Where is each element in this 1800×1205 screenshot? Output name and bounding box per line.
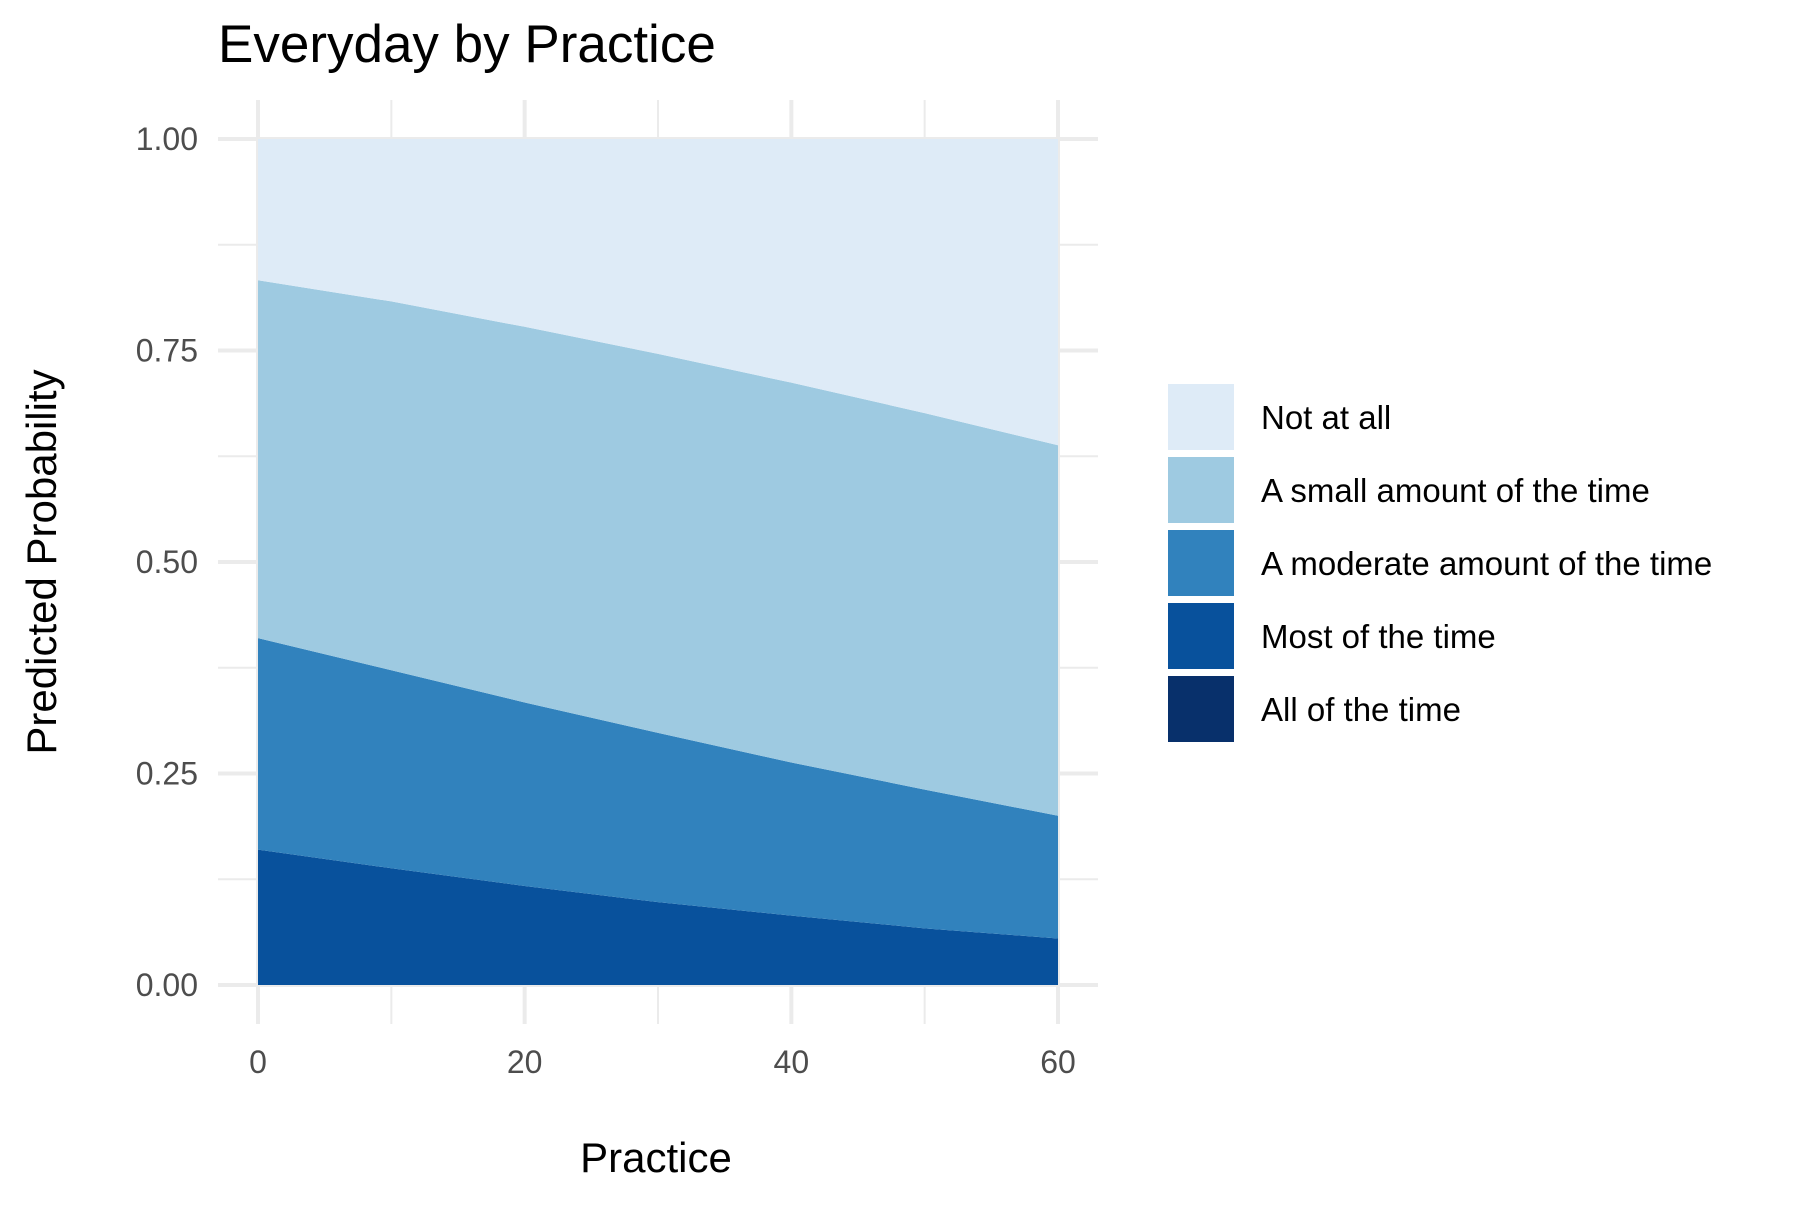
legend-label: A small amount of the time — [1261, 472, 1650, 509]
legend-key — [1168, 384, 1234, 450]
area-a-small-amount-of-the-time — [258, 280, 1058, 816]
legend-label: Most of the time — [1261, 618, 1496, 655]
y-axis-ticks: 0.00 0.25 0.50 0.75 1.00 — [136, 121, 198, 1003]
y-tick-label: 0.50 — [136, 544, 198, 580]
x-tick-label: 60 — [1040, 1044, 1076, 1080]
area-not-at-all — [258, 139, 1058, 446]
y-axis-title: Predicted Probability — [18, 369, 65, 754]
y-tick-label: 0.25 — [136, 756, 198, 792]
legend: Not at all A small amount of the time A mo… — [1168, 384, 1712, 742]
chart-title: Everyday by Practice — [218, 15, 716, 74]
y-tick-label: 0.75 — [136, 333, 198, 369]
legend-key — [1168, 603, 1234, 669]
legend-label: Not at all — [1261, 399, 1391, 436]
area-most-of-the-time — [258, 849, 1058, 985]
x-tick-label: 20 — [507, 1044, 543, 1080]
legend-label: All of the time — [1261, 691, 1461, 728]
legend-key — [1168, 457, 1234, 523]
x-axis-ticks: 0 20 40 60 — [249, 1044, 1076, 1080]
plot-areas — [258, 139, 1058, 985]
y-tick-label: 0.00 — [136, 967, 198, 1003]
legend-key — [1168, 530, 1234, 596]
x-tick-label: 0 — [249, 1044, 267, 1080]
x-axis-title: Practice — [580, 1134, 732, 1181]
legend-label: A moderate amount of the time — [1261, 545, 1712, 582]
x-tick-label: 40 — [774, 1044, 810, 1080]
area-a-moderate-amount-of-the-time — [258, 638, 1058, 939]
legend-key — [1168, 676, 1234, 742]
y-tick-label: 1.00 — [136, 121, 198, 157]
